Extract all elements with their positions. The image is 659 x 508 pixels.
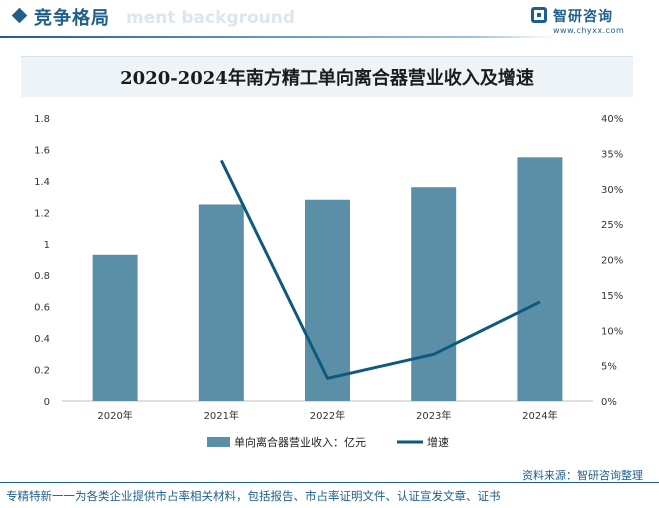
revenue-bar [411, 187, 457, 401]
legend-bar-swatch [207, 437, 230, 447]
chart-canvas: 0 0.2 0.4 0.6 0.8 1 1.2 1.4 1.6 1.8 0% 5% 10% 15% 20% 2… [34, 114, 623, 449]
y-left-tick-label: 1 [44, 240, 50, 251]
revenue-bar [92, 254, 138, 401]
y-left-tick-label: 0.2 [34, 366, 50, 377]
y-right-tick-label: 35% [601, 149, 623, 160]
chart-title: 2020-2024年南方精工单向离合器营业收入及增速 [120, 68, 534, 89]
revenue-bar [517, 157, 563, 401]
header-divider [0, 36, 557, 38]
source-note: 资料来源：智研咨询整理 [522, 469, 643, 482]
y-right-tick-label: 5% [601, 362, 617, 373]
x-tick-label: 2023年 [416, 409, 451, 422]
x-tick-label: 2021年 [204, 409, 239, 422]
y-right-tick-label: 25% [601, 220, 623, 231]
revenue-bar [198, 204, 244, 401]
y-left-tick-label: 0.6 [34, 303, 50, 314]
y-right-tick-label: 40% [601, 114, 623, 125]
legend-line-label: 增速 [427, 435, 449, 449]
brand-name: 智研咨询 [553, 9, 613, 25]
section-title: 竞争格局 [34, 8, 110, 29]
y-right-tick-label: 30% [601, 185, 623, 196]
section-header: 竞争格局 ment background [0, 0, 659, 40]
section-watermark-text: ment background [126, 8, 296, 28]
chart-title-bar: 2020-2024年南方精工单向离合器营业收入及增速 [21, 56, 633, 97]
revenue-bar [305, 199, 350, 401]
footer-divider [0, 482, 659, 483]
y-left-tick-label: 1.2 [34, 208, 50, 219]
y-left-tick-label: 1.8 [34, 114, 50, 125]
diamond-bullet-icon [11, 7, 28, 24]
y-left-tick-label: 0 [44, 397, 50, 408]
brand-logo-icon [531, 7, 547, 23]
y-left-tick-label: 0.8 [34, 271, 50, 282]
y-right-tick-label: 20% [601, 256, 623, 267]
x-tick-label: 2024年 [522, 409, 557, 422]
x-tick-label: 2020年 [97, 409, 132, 422]
y-right-tick-label: 10% [601, 326, 623, 337]
y-left-tick-label: 1.6 [34, 145, 50, 156]
x-tick-label: 2022年 [310, 409, 345, 422]
y-right-tick-label: 15% [601, 291, 623, 302]
growth-rate-line [219, 159, 541, 380]
brand-url: www.chyxx.com [553, 26, 625, 35]
legend-bar-label: 单向离合器营业收入：亿元 [234, 435, 366, 449]
brand-logo: 智研咨询 www.chyxx.com [531, 6, 641, 38]
y-left-tick-label: 1.4 [34, 177, 50, 188]
y-left-tick-label: 0.4 [34, 334, 50, 345]
y-right-tick-label: 0% [601, 397, 617, 408]
footer-text: 专精特新一一为各类企业提供市占率相关材料，包括报告、市占率证明文件、认证宣发文章… [6, 489, 501, 503]
